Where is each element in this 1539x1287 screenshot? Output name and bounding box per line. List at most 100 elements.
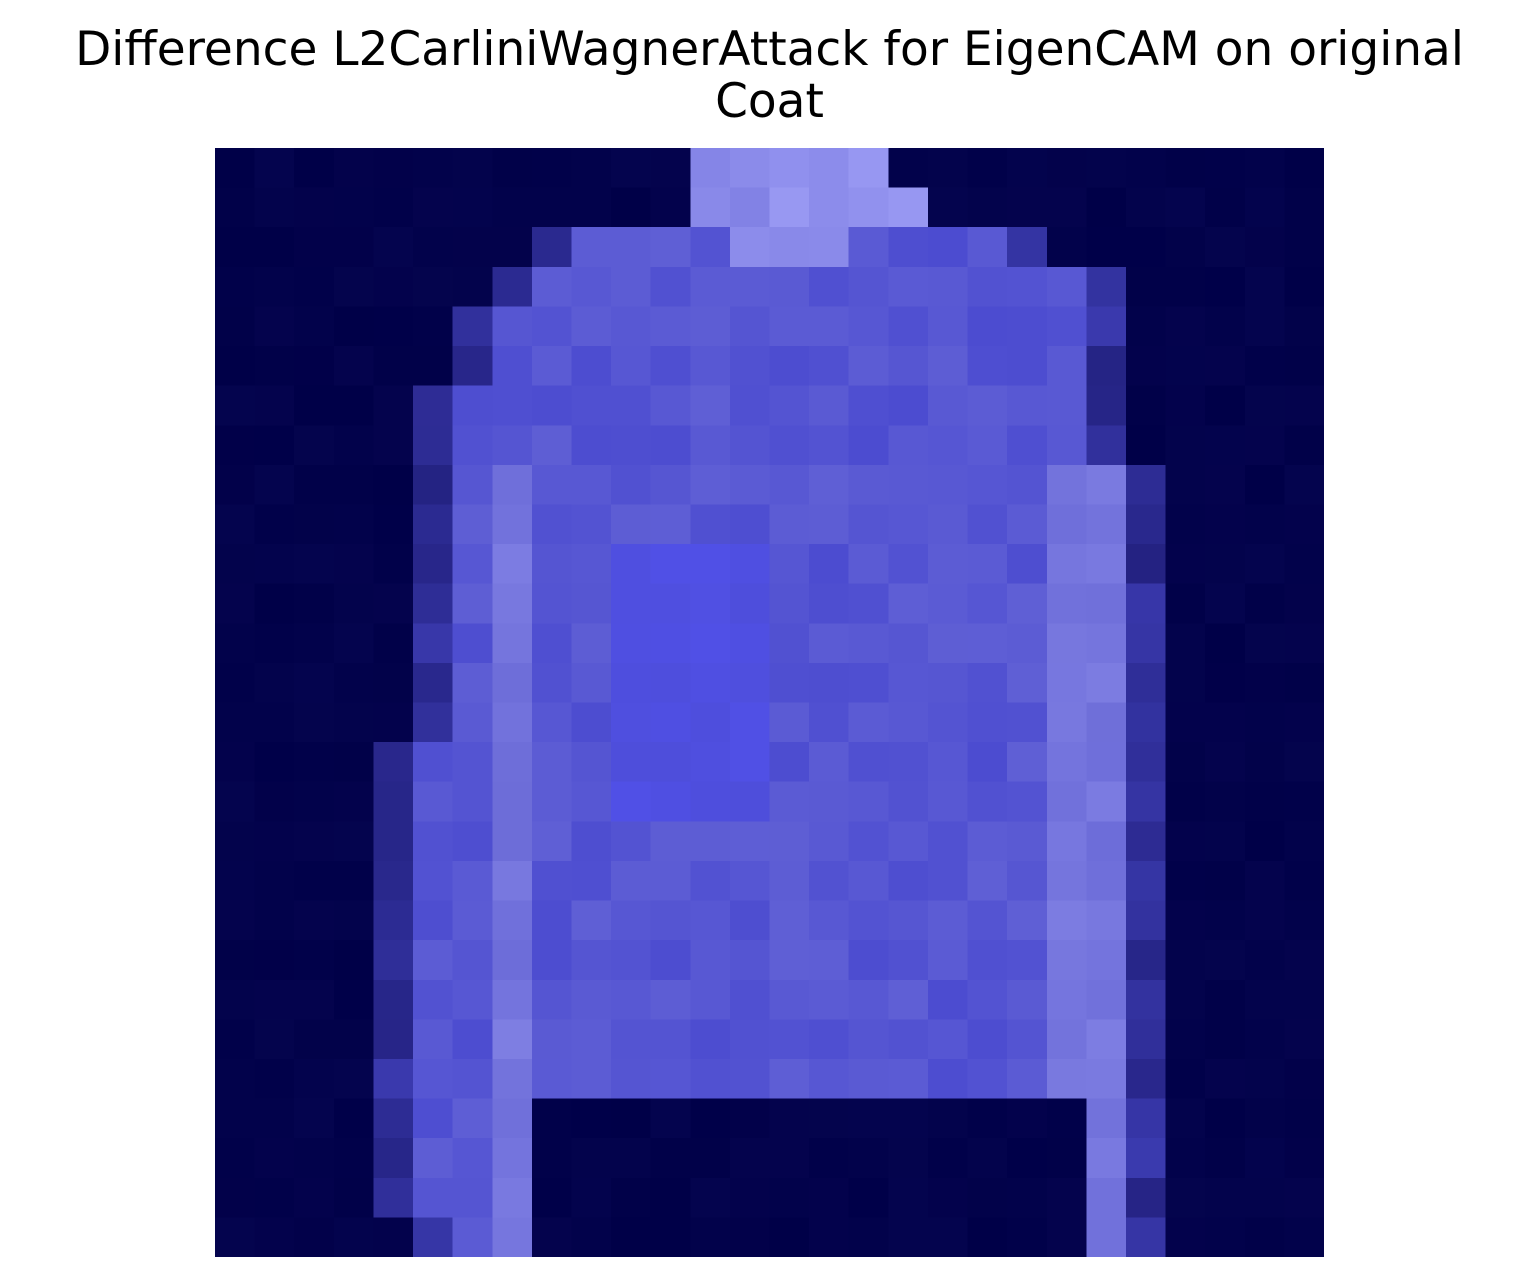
pixel-cell [294, 227, 335, 268]
pixel-cell [215, 504, 256, 545]
pixel-cell [373, 266, 414, 308]
pixel-cell [531, 148, 573, 189]
pixel-cell [690, 544, 731, 585]
pixel-cell [1284, 1138, 1324, 1179]
pixel-cell [413, 1058, 454, 1100]
pixel-cell [1046, 425, 1088, 466]
pixel-cell [1086, 900, 1127, 941]
pixel-cell [1046, 821, 1088, 862]
pixel-cell [531, 781, 573, 823]
pixel-cell [1007, 227, 1048, 268]
pixel-cell [1007, 979, 1048, 1021]
pixel-cell [611, 1217, 652, 1257]
pixel-cell [650, 504, 692, 545]
pixel-cell [1165, 1019, 1206, 1060]
pixel-cell [967, 742, 1008, 783]
pixel-cell [333, 781, 375, 823]
pixel-cell [967, 821, 1008, 862]
pixel-cell [611, 148, 652, 189]
pixel-cell [492, 1138, 533, 1179]
pixel-cell [333, 187, 375, 229]
pixel-cell [690, 1058, 731, 1100]
pixel-cell [769, 1138, 810, 1179]
pixel-cell [690, 227, 731, 268]
pixel-cell [690, 781, 731, 823]
pixel-cell [1086, 1058, 1127, 1100]
pixel-cell [413, 623, 454, 664]
pixel-cell [1086, 266, 1127, 308]
pixel-cell [215, 266, 256, 308]
pixel-cell [888, 1058, 929, 1100]
pixel-cell [690, 742, 731, 783]
pixel-cell [1205, 1098, 1246, 1139]
pixel-cell [650, 860, 692, 902]
pixel-cell [1007, 583, 1048, 625]
pixel-cell [1244, 821, 1286, 862]
pixel-cell [1244, 940, 1286, 981]
pixel-cell [729, 464, 771, 506]
pixel-cell [492, 346, 533, 387]
pixel-cell [927, 266, 969, 308]
pixel-cell [611, 702, 652, 743]
pixel-cell [1086, 742, 1127, 783]
pixel-cell [452, 623, 494, 664]
pixel-cell [1086, 425, 1127, 466]
pixel-cell [1284, 979, 1324, 1021]
pixel-cell [1007, 504, 1048, 545]
pixel-cell [1165, 187, 1206, 229]
pixel-cell [888, 742, 929, 783]
pixel-cell [571, 504, 612, 545]
pixel-cell [254, 346, 296, 387]
pixel-cell [1086, 464, 1127, 506]
pixel-cell [1007, 385, 1048, 427]
pixel-cell [611, 662, 652, 704]
pixel-cell [927, 1138, 969, 1179]
pixel-cell [1205, 979, 1246, 1021]
pixel-cell [967, 900, 1008, 941]
pixel-cell [848, 662, 890, 704]
pixel-cell [690, 464, 731, 506]
pixel-cell [769, 1019, 810, 1060]
pixel-cell [571, 979, 612, 1021]
pixel-cell [927, 306, 969, 347]
pixel-cell [690, 346, 731, 387]
pixel-cell [809, 266, 850, 308]
pixel-cell [650, 1217, 692, 1257]
pixel-cell [413, 821, 454, 862]
pixel-cell [611, 742, 652, 783]
pixel-cell [967, 1098, 1008, 1139]
pixel-cell [888, 385, 929, 427]
pixel-cell [650, 781, 692, 823]
pixel-cell [690, 940, 731, 981]
pixel-cell [492, 1217, 533, 1257]
pixel-cell [254, 464, 296, 506]
pixel-cell [571, 227, 612, 268]
pixel-cell [611, 1177, 652, 1219]
pixel-cell [492, 464, 533, 506]
pixel-cell [452, 1098, 494, 1139]
pixel-cell [294, 979, 335, 1021]
pixel-cell [1007, 148, 1048, 189]
pixel-cell [809, 623, 850, 664]
pixel-cell [729, 821, 771, 862]
pixel-cell [1284, 821, 1324, 862]
pixel-cell [333, 1058, 375, 1100]
pixel-cell [809, 148, 850, 189]
pixel-cell [1125, 1098, 1167, 1139]
pixel-cell [1125, 385, 1167, 427]
pixel-cell [413, 1019, 454, 1060]
pixel-cell [650, 227, 692, 268]
pixel-cell [413, 1138, 454, 1179]
pixel-cell [373, 1138, 414, 1179]
pixel-cell [294, 1138, 335, 1179]
pixel-cell [650, 425, 692, 466]
pixel-cell [294, 425, 335, 466]
pixel-cell [1244, 781, 1286, 823]
pixel-cell [531, 1217, 573, 1257]
pixel-cell [215, 583, 256, 625]
pixel-cell [1205, 266, 1246, 308]
pixel-cell [452, 504, 494, 545]
pixel-cell [611, 900, 652, 941]
pixel-cell [215, 900, 256, 941]
pixel-cell [1125, 781, 1167, 823]
